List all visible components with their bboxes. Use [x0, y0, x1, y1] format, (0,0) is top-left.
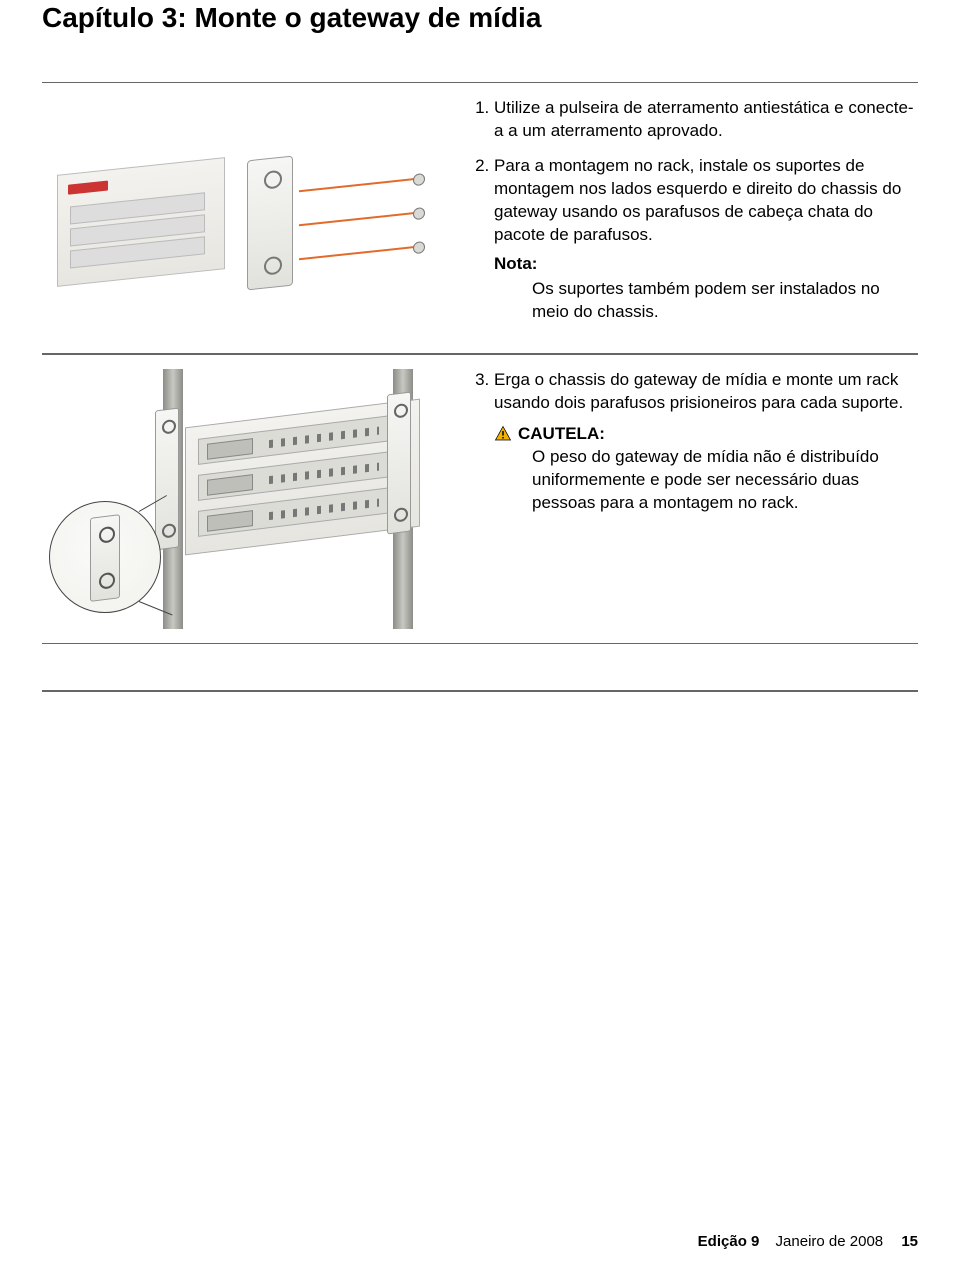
step-2: Para a montagem no rack, instale os supo…	[494, 155, 918, 324]
step-text-3: Erga o chassis do gateway de mídia e mon…	[462, 355, 918, 643]
step-row-2: Erga o chassis do gateway de mídia e mon…	[42, 354, 918, 644]
page-footer: Edição 9 Janeiro de 2008 15	[698, 1233, 918, 1250]
caution-label: CAUTELA:	[518, 423, 605, 446]
step-3-text: Erga o chassis do gateway de mídia e mon…	[494, 370, 903, 412]
warning-icon	[494, 425, 512, 443]
step-text-1-2: Utilize a pulseira de aterramento anties…	[462, 83, 918, 353]
chapter-title: Capítulo 3: Monte o gateway de mídia	[42, 0, 918, 82]
section-end-rule	[42, 690, 918, 692]
illustration-bracket-install	[42, 83, 462, 353]
footer-date: Janeiro de 2008	[776, 1233, 884, 1250]
illustration-rack-mount	[42, 355, 462, 643]
step-2-text: Para a montagem no rack, instale os supo…	[494, 156, 901, 244]
step-3: Erga o chassis do gateway de mídia e mon…	[494, 369, 918, 515]
footer-page-number: 15	[901, 1233, 918, 1250]
note-label: Nota:	[494, 253, 918, 276]
caution-body: O peso do gateway de mídia não é distrib…	[494, 446, 918, 515]
step-1: Utilize a pulseira de aterramento anties…	[494, 97, 918, 143]
step-row-1: Utilize a pulseira de aterramento anties…	[42, 82, 918, 354]
note-body: Os suportes também podem ser instalados …	[494, 278, 918, 324]
footer-issue: Edição 9	[698, 1233, 760, 1250]
